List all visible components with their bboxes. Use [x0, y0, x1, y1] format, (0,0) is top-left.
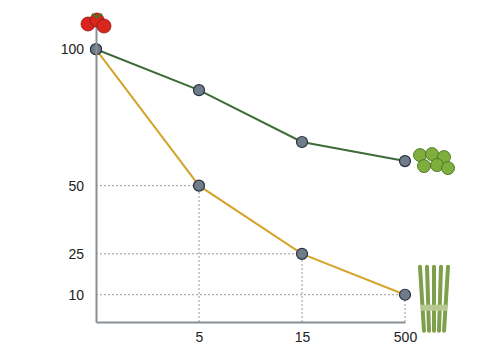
y-tick: 100: [61, 41, 96, 57]
x-tick: 500: [394, 322, 418, 345]
guide-line: [302, 254, 303, 322]
y-tick-label: 50: [68, 178, 84, 194]
tomato-icon: [81, 13, 111, 33]
asparagus-spear: [444, 267, 448, 331]
x-axis-line: [97, 322, 406, 324]
guide-line: [96, 294, 405, 295]
sprout: [442, 162, 455, 175]
asparagus-spear: [427, 267, 429, 331]
x-tick-label: 5: [196, 329, 204, 345]
x-axis: 5 15 500: [97, 322, 418, 345]
tomato-stem: [92, 14, 102, 17]
x-tick: 15: [295, 322, 311, 345]
series-line: [96, 49, 405, 161]
point: [194, 180, 205, 191]
guide-line: [96, 185, 199, 186]
asparagus-spear: [439, 267, 441, 331]
point: [297, 248, 308, 259]
tomato: [97, 19, 111, 33]
asparagus-spear: [432, 267, 436, 331]
x-tick: 5: [196, 322, 204, 345]
y-tick-label: 25: [68, 246, 84, 262]
plot-area: [91, 44, 411, 322]
y-tick: 10: [68, 287, 96, 303]
asparagus-icon: [420, 267, 448, 331]
point: [297, 137, 308, 148]
y-axis-line: [96, 23, 98, 323]
sprouts-icon: [414, 148, 455, 175]
y-axis: 10 25 50 100: [61, 23, 97, 323]
asparagus-band: [421, 305, 447, 311]
y-tick: 50: [68, 178, 96, 194]
x-tick-label: 500: [394, 329, 418, 345]
point: [400, 289, 411, 300]
point: [194, 85, 205, 96]
series-line: [96, 49, 405, 294]
sprout: [418, 160, 431, 173]
y-tick: 25: [68, 246, 96, 262]
asparagus-spear: [420, 267, 424, 331]
x-tick-label: 15: [295, 329, 311, 345]
y-tick-label: 10: [68, 287, 84, 303]
chart: 10 25 50 100 5 15 500: [0, 0, 480, 360]
icons: [81, 13, 455, 331]
y-tick-label: 100: [61, 41, 85, 57]
point: [400, 156, 411, 167]
guides: [96, 186, 405, 322]
guide-line: [199, 186, 200, 322]
